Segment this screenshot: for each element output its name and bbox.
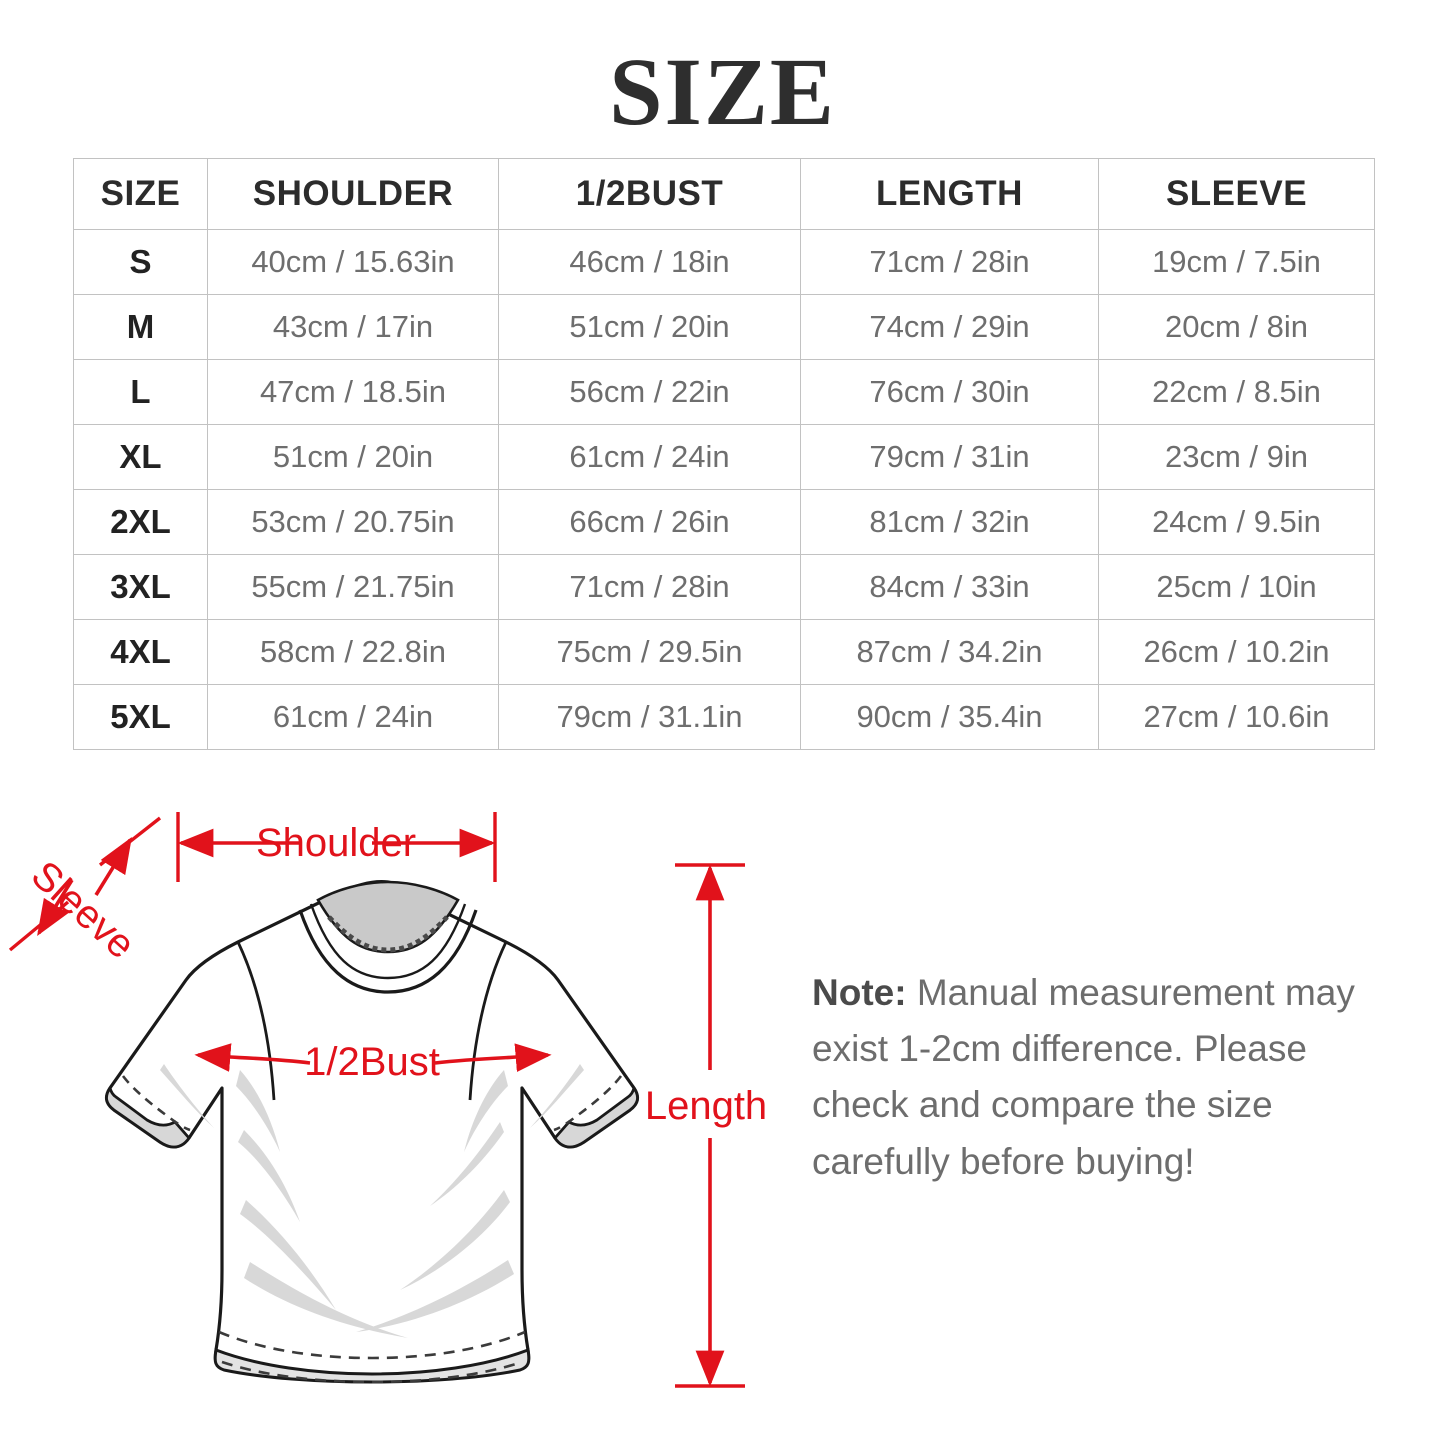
sleeve-cuff-right [553,1084,639,1149]
cell-length: 76cm / 30in [800,359,1099,425]
sleeve-cuff-right-stitch [553,1075,623,1132]
cell-sleeve: 19cm / 7.5in [1098,229,1375,295]
cell-size: L [73,359,208,425]
cell-shoulder: 40cm / 15.63in [207,229,499,295]
cell-bust: 66cm / 26in [498,489,801,555]
table-row: 3XL 55cm / 21.75in 71cm / 28in 84cm / 33… [73,554,1375,620]
cell-shoulder: 58cm / 22.8in [207,619,499,685]
column-header-length: LENGTH [800,158,1099,230]
cell-length: 81cm / 32in [800,489,1099,555]
cell-length: 90cm / 35.4in [800,684,1099,750]
cell-length: 74cm / 29in [800,294,1099,360]
bottom-hem-stitch-upper [218,1330,526,1360]
cell-shoulder: 47cm / 18.5in [207,359,499,425]
cell-shoulder: 43cm / 17in [207,294,499,360]
table-row: 2XL 53cm / 20.75in 66cm / 26in 81cm / 32… [73,489,1375,555]
table-row: XL 51cm / 20in 61cm / 24in 79cm / 31in 2… [73,424,1375,490]
cell-bust: 46cm / 18in [498,229,801,295]
tshirt-measurement-diagram: Shoulder Sleeve 1/2Bust Length [0,770,800,1440]
tshirt-illustration [104,880,640,1384]
table-row: 5XL 61cm / 24in 79cm / 31.1in 90cm / 35.… [73,684,1375,750]
collar-rib [298,909,478,994]
cell-size: 5XL [73,684,208,750]
shoulder-seam-left [236,941,276,1101]
cell-sleeve: 24cm / 9.5in [1098,489,1375,555]
cell-sleeve: 23cm / 9in [1098,424,1375,490]
bottom-hem [213,1347,531,1384]
cell-length: 79cm / 31in [800,424,1099,490]
cell-shoulder: 55cm / 21.75in [207,554,499,620]
sleeve-label: Sleeve [23,853,143,968]
table-row: 4XL 58cm / 22.8in 75cm / 29.5in 87cm / 3… [73,619,1375,685]
cell-sleeve: 27cm / 10.6in [1098,684,1375,750]
cell-sleeve: 20cm / 8in [1098,294,1375,360]
size-chart-table: SIZE SHOULDER 1/2BUST LENGTH SLEEVE S 40… [73,158,1375,750]
cell-length: 71cm / 28in [800,229,1099,295]
cell-bust: 56cm / 22in [498,359,801,425]
table-header-row: SIZE SHOULDER 1/2BUST LENGTH SLEEVE [73,158,1375,230]
collar-inner [316,880,460,954]
length-label: Length [645,1084,767,1128]
cell-sleeve: 26cm / 10.2in [1098,619,1375,685]
bust-arrow-left [194,1043,311,1072]
cell-size: M [73,294,208,360]
column-header-bust: 1/2BUST [498,158,801,230]
bust-arrow-right [434,1043,552,1073]
cell-bust: 61cm / 24in [498,424,801,490]
shoulder-label: Shoulder [256,821,416,865]
sleeve-arrow-upper [94,836,132,896]
table-row: L 47cm / 18.5in 56cm / 22in 76cm / 30in … [73,359,1375,425]
table-row: M 43cm / 17in 51cm / 20in 74cm / 29in 20… [73,294,1375,360]
cell-shoulder: 51cm / 20in [207,424,499,490]
cell-size: 4XL [73,619,208,685]
cell-sleeve: 22cm / 8.5in [1098,359,1375,425]
cell-length: 87cm / 34.2in [800,619,1099,685]
bust-label: 1/2Bust [304,1040,440,1084]
note-label: Note: [812,972,907,1013]
cell-shoulder: 61cm / 24in [207,684,499,750]
column-header-size: SIZE [73,158,208,230]
cell-bust: 51cm / 20in [498,294,801,360]
table-row: S 40cm / 15.63in 46cm / 18in 71cm / 28in… [73,229,1375,295]
shoulder-dimension: Shoulder [176,812,497,882]
sleeve-arrow-lower [37,879,74,937]
cell-bust: 71cm / 28in [498,554,801,620]
tshirt-body-outline [104,880,640,1382]
note-text: Manual measurement may exist 1-2cm diffe… [812,972,1355,1182]
column-header-shoulder: SHOULDER [207,158,499,230]
cell-bust: 79cm / 31.1in [498,684,801,750]
column-header-sleeve: SLEEVE [1098,158,1375,230]
cell-shoulder: 53cm / 20.75in [207,489,499,555]
cell-size: 3XL [73,554,208,620]
bottom-hem-stitch-lower [221,1360,523,1384]
shoulder-seam-right [468,941,508,1101]
cell-size: 2XL [73,489,208,555]
cell-sleeve: 25cm / 10in [1098,554,1375,620]
cell-bust: 75cm / 29.5in [498,619,801,685]
cell-size: S [73,229,208,295]
cell-length: 84cm / 33in [800,554,1099,620]
collar-rib-inner [309,903,467,980]
length-dimension: Length [645,863,767,1388]
note-block: Note: Manual measurement may exist 1-2cm… [812,965,1392,1190]
cell-size: XL [73,424,208,490]
sleeve-cuff-left-stitch [121,1075,191,1132]
page-title: SIZE [609,38,836,145]
bust-dimension: 1/2Bust [194,1040,552,1084]
sleeve-cuff-left [105,1084,191,1149]
fabric-wrinkles [160,1064,584,1338]
sleeve-dimension: Sleeve [8,816,162,968]
